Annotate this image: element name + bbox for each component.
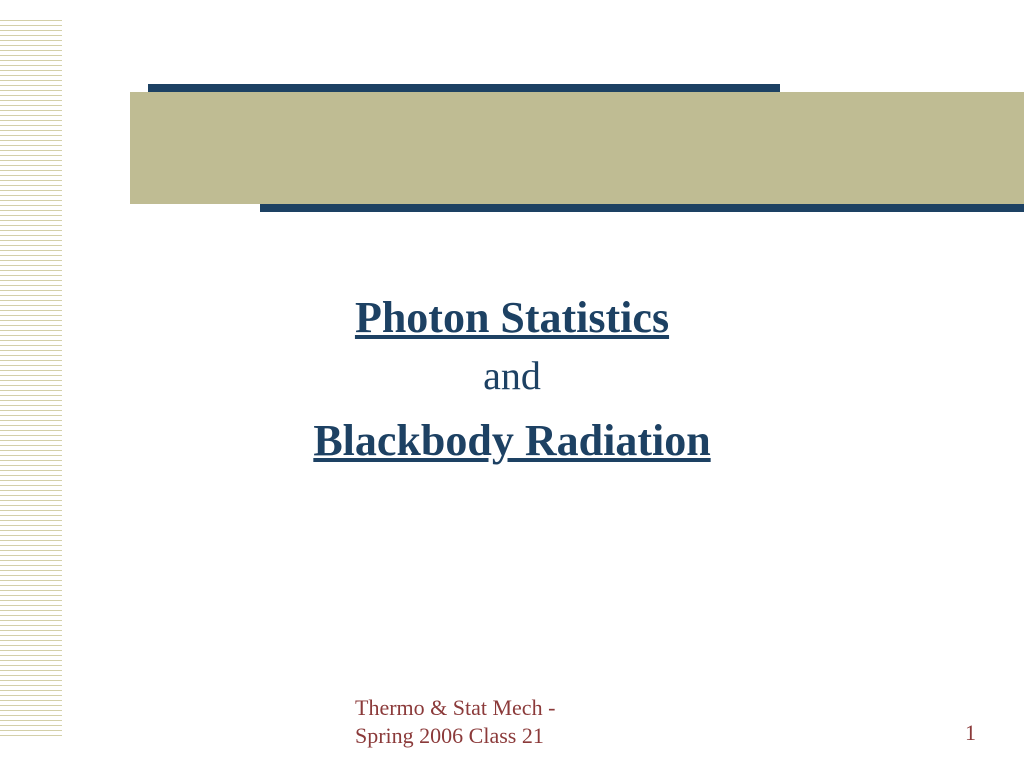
footer-page-number: 1 <box>965 720 976 746</box>
slide-footer: Thermo & Stat Mech - Spring 2006 Class 2… <box>0 694 1024 750</box>
title-block: Photon Statistics and Blackbody Radiatio… <box>0 290 1024 468</box>
top-accent-line <box>148 84 780 92</box>
title-line-1: Photon Statistics <box>0 290 1024 345</box>
title-connector: and <box>0 349 1024 403</box>
title-line-2: Blackbody Radiation <box>0 413 1024 468</box>
title-band <box>130 92 1024 204</box>
bottom-accent-line <box>260 204 1024 212</box>
footer-course-info: Thermo & Stat Mech - Spring 2006 Class 2… <box>355 694 555 749</box>
footer-course-line2: Spring 2006 Class 21 <box>355 723 544 748</box>
footer-course-line1: Thermo & Stat Mech - <box>355 695 555 720</box>
